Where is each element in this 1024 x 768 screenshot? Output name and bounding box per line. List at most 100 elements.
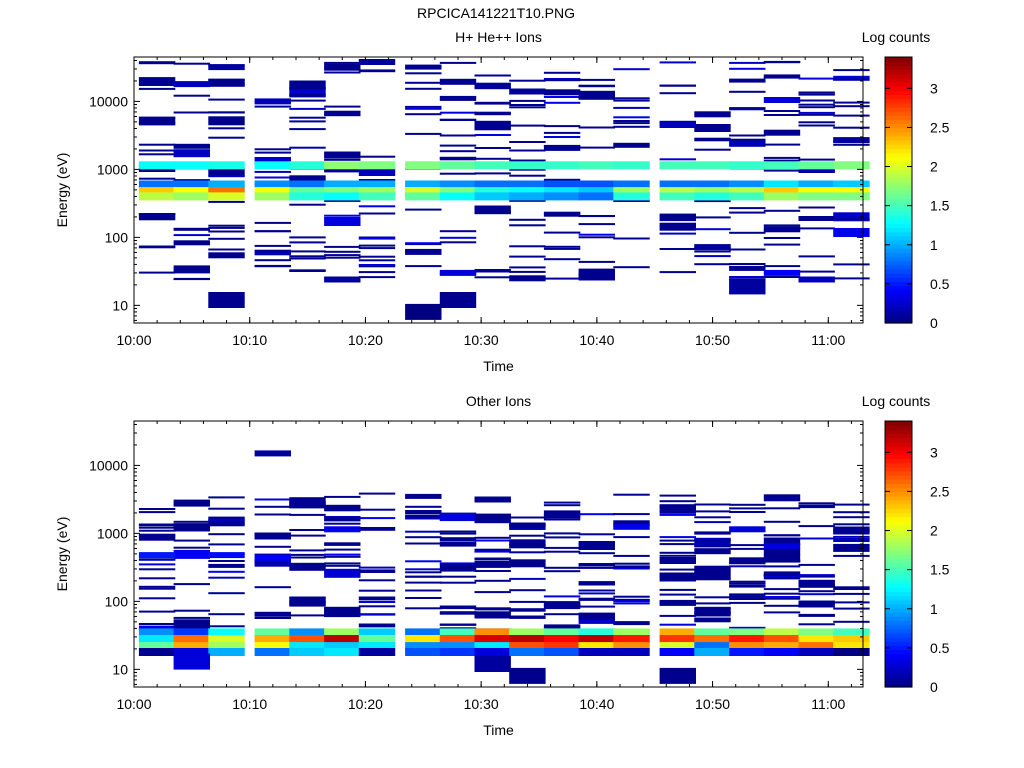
- heatmap-cell: [405, 192, 442, 201]
- noise-cell: [439, 78, 477, 85]
- heatmap-cell: [474, 648, 511, 656]
- heatmap-cell: [833, 642, 870, 651]
- heatmap-cell: [729, 161, 766, 170]
- noise-cell: [289, 203, 326, 206]
- colorbar-step: [885, 570, 912, 576]
- heatmap-cell: [613, 523, 650, 530]
- noise-cell: [254, 244, 291, 247]
- noise-cell: [254, 230, 291, 233]
- noise-cell: [358, 236, 396, 239]
- noise-cell: [729, 108, 766, 111]
- heatmap-cell: [324, 161, 361, 170]
- colorbar-step: [885, 314, 912, 320]
- colorbar-step: [885, 595, 912, 601]
- colorbar-label-top: Log counts: [861, 29, 931, 45]
- heatmap-cell: [289, 180, 326, 189]
- noise-cell: [358, 237, 396, 240]
- noise-cell: [324, 214, 361, 217]
- noise-cell: [439, 172, 477, 175]
- noise-cell: [358, 244, 396, 247]
- noise-cell: [694, 246, 731, 249]
- noise-cell: [543, 178, 581, 181]
- heatmap-cell: [439, 628, 477, 637]
- heatmap-cell: [613, 161, 650, 170]
- colorbar-step: [885, 554, 912, 559]
- noise-cell: [729, 580, 766, 583]
- noise-cell: [833, 212, 870, 222]
- noise-cell: [578, 233, 615, 236]
- noise-cell: [694, 244, 731, 247]
- colorbar-step: [885, 541, 912, 547]
- noise-cell: [474, 128, 511, 131]
- noise-cell: [729, 138, 766, 141]
- noise-cell: [439, 532, 477, 535]
- noise-cell: [208, 230, 245, 233]
- noise-cell: [405, 517, 442, 520]
- noise-cell: [543, 595, 581, 598]
- noise-cell: [694, 516, 731, 519]
- heatmap-cell: [509, 648, 546, 656]
- colorbar-step: [885, 529, 912, 534]
- colorbar-frame: [884, 420, 913, 688]
- heatmap-cell: [763, 187, 801, 196]
- noise-cell: [405, 72, 442, 75]
- noise-cell: [138, 213, 176, 221]
- noise-cell: [405, 81, 442, 84]
- noise-cell: [358, 625, 396, 628]
- heatmap-cell: [324, 180, 361, 189]
- heatmap-cell: [405, 161, 442, 170]
- heatmap-cell: [173, 648, 210, 656]
- y-tick-label: 1000: [97, 161, 128, 177]
- noise-cell: [289, 250, 326, 253]
- noise-cell: [613, 536, 650, 539]
- noise-cell: [694, 255, 731, 258]
- noise-cell: [833, 543, 870, 552]
- noise-cell: [324, 568, 361, 578]
- noise-cell: [578, 615, 615, 618]
- noise-cell: [208, 563, 245, 568]
- noise-cell: [474, 536, 511, 539]
- heatmap-cell: [439, 180, 477, 189]
- noise-cell: [729, 263, 766, 265]
- noise-cell: [659, 92, 696, 95]
- heatmap-cell: [763, 180, 801, 189]
- noise-cell: [763, 596, 801, 598]
- heatmap-cell: [613, 628, 650, 637]
- heatmap-cell: [289, 628, 326, 637]
- heatmap-cell: [439, 269, 477, 276]
- noise-cell: [798, 600, 835, 608]
- noise-cell: [763, 169, 801, 172]
- noise-cell: [613, 567, 650, 570]
- noise-cell: [543, 550, 581, 553]
- noise-cell: [694, 148, 731, 151]
- heatmap-cell: [173, 192, 210, 201]
- noise-cell: [763, 534, 801, 537]
- noise-cell: [405, 536, 442, 539]
- colorbar-step: [885, 81, 912, 87]
- noise-cell: [543, 626, 581, 628]
- colorbar-step: [885, 516, 912, 522]
- noise-cell: [474, 147, 511, 149]
- noise-cell: [694, 544, 731, 547]
- heatmap-cell: [289, 192, 326, 201]
- heatmap-cell: [833, 161, 870, 170]
- x-tick-label: 10:00: [116, 332, 151, 348]
- noise-cell: [509, 616, 546, 619]
- heatmap-cell: [578, 642, 615, 651]
- noise-cell: [254, 249, 291, 252]
- noise-cell: [833, 607, 870, 610]
- heatmap-cell: [405, 642, 442, 651]
- noise-cell: [613, 493, 650, 496]
- colorbar-step: [885, 508, 912, 514]
- noise-cell: [729, 601, 766, 604]
- y-axis-label: Energy (eV): [54, 153, 70, 228]
- noise-cell: [509, 224, 546, 227]
- noise-cell: [138, 587, 176, 590]
- colorbar-step: [885, 458, 912, 464]
- colorbar-step: [885, 649, 912, 655]
- noise-cell: [358, 247, 396, 250]
- noise-cell: [358, 264, 396, 266]
- noise-cell: [578, 146, 615, 149]
- noise-cell: [289, 236, 326, 239]
